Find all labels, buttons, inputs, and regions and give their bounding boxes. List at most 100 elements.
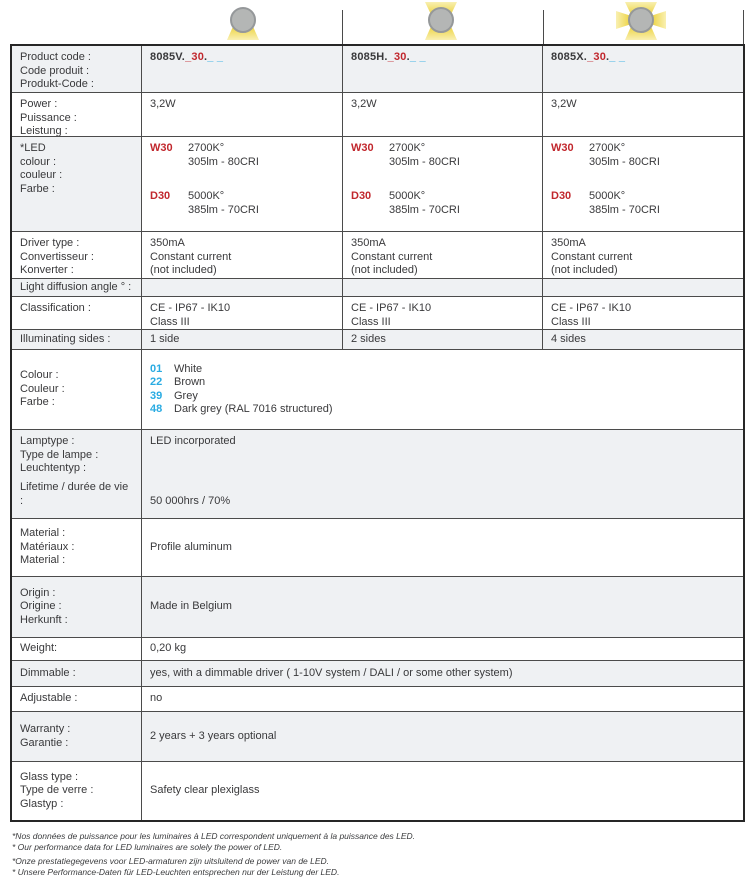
label-line: Convertisseur : (20, 250, 94, 263)
label-light-diffusion-angle: Light diffusion angle ° : (12, 279, 142, 296)
led-option-daylight: D30 5000K° 385lm - 70CRI (351, 190, 534, 217)
led-specs: 2700K° 305lm - 80CRI (389, 142, 460, 169)
row-lamptype-lifetime: Lamptype : Type de lampe : Leuchtentyp :… (12, 430, 743, 519)
colour-code: 48 (150, 403, 163, 415)
label-line: Matériaux : (20, 540, 75, 553)
luminaire-profile-circle (230, 7, 256, 33)
led-temp: 2700K° (589, 142, 626, 154)
product-code-col2: 8085H._30._ _ (343, 46, 543, 92)
colour-name: Brown (174, 376, 206, 388)
code-red-part: _30 (387, 51, 407, 63)
colour-name: Grey (174, 389, 198, 402)
colour-option: 39 Grey (150, 390, 333, 404)
code-blue-part: _ _ (207, 51, 224, 63)
power-col2: 3,2W (343, 93, 543, 136)
colour-option-list: 01 White 22 Brown 39 Grey 48 Dark grey (RAL … (150, 363, 333, 417)
label-line: *LED (20, 142, 46, 154)
label-lamptype: Lamptype : Type de lampe : Leuchtentyp :… (12, 430, 142, 518)
luminaire-2-sides-icon (425, 0, 457, 44)
row-product-code: Product code : Code produit : Produkt-Co… (12, 46, 743, 93)
label-line: Leistung : (20, 125, 68, 136)
code-blue-part: _ _ (609, 51, 626, 63)
power-col3: 3,2W (551, 98, 577, 110)
illuminating-col3: 4 sides (543, 330, 743, 349)
led-option-warm: W30 2700K° 305lm - 80CRI (551, 142, 735, 169)
column-divider-line (743, 10, 744, 44)
footnote-fr: *Nos données de puissance pour les lumin… (12, 831, 416, 841)
label-line: Code produit : (20, 64, 90, 77)
code-prefix: 8085H. (351, 51, 388, 63)
led-output: 305lm - 80CRI (389, 155, 460, 168)
label-line: Farbe : (20, 396, 55, 409)
label-line: Couleur : (20, 382, 65, 395)
led-code-d30: D30 (551, 190, 572, 202)
label-line: Lamptype : (20, 435, 75, 447)
label-weight: Weight: (12, 638, 142, 660)
led-specs: 5000K° 385lm - 70CRI (188, 190, 259, 217)
label-lines: Warranty : Garantie : (20, 723, 70, 750)
label-dimmable: Dimmable : (12, 661, 142, 686)
luminaire-1-side-icon (227, 0, 259, 44)
label-line: Origin : (20, 586, 56, 599)
footnote-en: * Our performance data for LED luminaire… (12, 842, 283, 852)
label-illuminating-sides: Illuminating sides : (12, 330, 142, 349)
led-output: 385lm - 70CRI (188, 203, 259, 216)
row-driver-type: Driver type : Convertisseur : Konverter … (12, 232, 743, 279)
power-col1: 3,2W (142, 93, 343, 136)
header-icon-strip (0, 0, 754, 44)
luminaire-profile-circle (628, 7, 654, 33)
light-beam-left (616, 11, 630, 29)
label-line: Konverter : (20, 264, 74, 276)
driver-line: 350mA (351, 237, 386, 249)
row-classification: Classification : CE - IP67 - IK10 Class … (12, 297, 743, 330)
lamptype-value: LED incorporated (150, 435, 236, 447)
driver-line: Constant current (351, 250, 433, 263)
led-output: 385lm - 70CRI (589, 203, 660, 216)
driver-col1: 350mA Constant current (not included) (142, 232, 343, 278)
colour-code: 01 (150, 362, 163, 375)
label-line: Farbe : (20, 182, 55, 195)
code-prefix: 8085V. (150, 51, 186, 63)
label-colour: Colour : Couleur : Farbe : (12, 350, 142, 429)
label-line: Product code : (20, 51, 91, 63)
label-line: Glastyp : (20, 797, 64, 810)
label-line: Herkunft : (20, 613, 68, 626)
label-driver-type: Driver type : Convertisseur : Konverter … (12, 232, 142, 278)
driver-line: Constant current (551, 250, 633, 263)
label-line: Material : (20, 554, 66, 567)
code-prefix: 8085X. (551, 51, 588, 63)
driver-line: (not included) (551, 264, 618, 276)
row-glass-type: Glass type : Type de verre : Glastyp : S… (12, 762, 743, 820)
led-temp: 5000K° (589, 190, 626, 202)
product-code-col3: 8085X._30._ _ (543, 46, 743, 92)
illuminating-col1: 1 side (142, 330, 343, 349)
led-temp: 2700K° (389, 142, 426, 154)
warranty-value: 2 years + 3 years optional (142, 712, 743, 761)
footnote-de: * Unsere Performance-Daten für LED-Leuch… (12, 867, 340, 877)
label-lines: Origin : Origine : Herkunft : (20, 587, 68, 628)
classification-line: CE - IP67 - IK10 (351, 302, 432, 314)
label-line: Glass type : (20, 770, 79, 783)
row-power: Power : Puissance : Leistung : 3,2W 3,2W… (12, 93, 743, 137)
lifetime-value: 50 000hrs / 70% (150, 494, 231, 507)
label-lines: Colour : Couleur : Farbe : (20, 369, 65, 410)
code-dot: . (606, 51, 610, 63)
classification-col2: CE - IP67 - IK10 Class III (343, 297, 543, 329)
row-dimmable: Dimmable : yes, with a dimmable driver (… (12, 661, 743, 687)
led-option-warm: W30 2700K° 305lm - 80CRI (150, 142, 334, 169)
lamptype-label-lines: Lamptype : Type de lampe : Leuchtentyp : (20, 435, 133, 476)
glass-type-value: Safety clear plexiglass (150, 784, 260, 797)
led-temp: 5000K° (389, 190, 426, 202)
row-led-colour: *LED colour : couleur : Farbe : W30 2700… (12, 137, 743, 232)
label-product-code: Product code : Code produit : Produkt-Co… (12, 46, 142, 92)
label-line: Warranty : (20, 723, 71, 735)
label-power: Power : Puissance : Leistung : (12, 93, 142, 136)
led-specs: 2700K° 305lm - 80CRI (188, 142, 259, 169)
column-divider-line (342, 10, 343, 44)
classification-col1: CE - IP67 - IK10 Class III (142, 297, 343, 329)
led-output: 305lm - 80CRI (188, 155, 259, 168)
light-diffusion-col3 (543, 279, 743, 296)
label-line: colour : (20, 155, 57, 168)
colour-code: 39 (150, 389, 163, 402)
label-line: Power : (20, 98, 58, 110)
